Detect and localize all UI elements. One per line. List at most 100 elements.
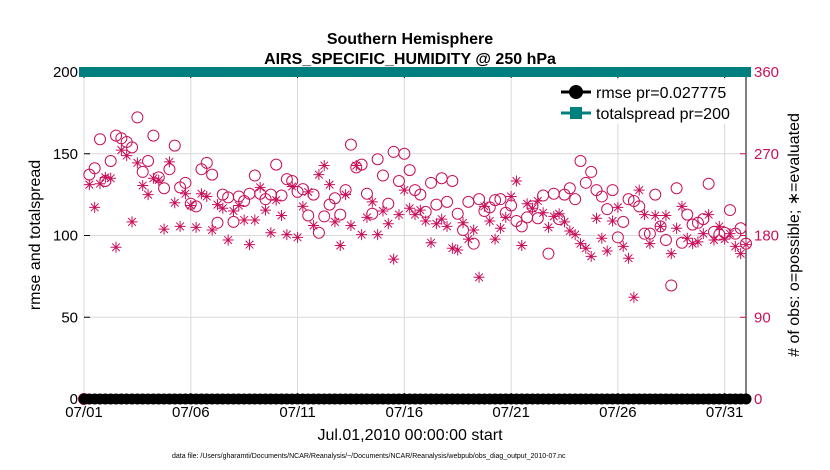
obs-evaluated-point xyxy=(281,229,293,241)
obs-evaluated-point xyxy=(655,220,667,232)
obs-possible-point xyxy=(638,227,651,240)
chart-subtitle: AIRS_SPECIFIC_HUMIDITY @ 250 hPa xyxy=(264,51,556,68)
x-tick-label: 07/16 xyxy=(386,404,424,421)
totalspread-point xyxy=(143,67,154,77)
obs-evaluated-point xyxy=(121,150,133,162)
asterisk-strokes xyxy=(607,215,619,227)
obs-evaluated-point xyxy=(580,242,592,254)
obs-possible-point xyxy=(585,165,598,178)
totalspread-point xyxy=(196,67,207,77)
asterisk-strokes xyxy=(655,220,667,232)
totalspread-point xyxy=(377,67,388,77)
totalspread-point xyxy=(719,67,730,77)
obs-evaluated-point xyxy=(222,234,234,246)
obs-evaluated-point xyxy=(206,224,218,236)
obs-possible-point xyxy=(280,173,293,186)
asterisk-strokes xyxy=(190,221,202,233)
totalspread-point xyxy=(506,67,517,77)
asterisk-strokes xyxy=(505,190,517,202)
totalspread-point xyxy=(111,67,122,77)
asterisk-strokes xyxy=(580,242,592,254)
obs-possible-point xyxy=(302,209,315,222)
obs-evaluated-point xyxy=(244,239,255,251)
obs-evaluated-point xyxy=(446,242,458,254)
obs-possible-point xyxy=(595,190,608,203)
legend-rmse-label: rmse pr=0.027775 xyxy=(596,85,726,102)
totalspread-point xyxy=(522,67,533,77)
asterisk-strokes xyxy=(724,228,736,240)
totalspread-point xyxy=(180,67,191,77)
totalspread-point xyxy=(345,67,356,77)
obs-evaluated-point xyxy=(591,212,603,224)
obs-possible-point xyxy=(248,169,261,182)
obs-possible-point xyxy=(206,168,219,181)
obs-possible-point xyxy=(446,175,459,187)
totalspread-point xyxy=(201,67,212,77)
obs-evaluated-point xyxy=(521,198,533,210)
obs-evaluated-point xyxy=(430,218,442,230)
asterisk-strokes xyxy=(147,172,159,184)
obs-evaluated-point xyxy=(719,233,731,245)
obs-possible-point xyxy=(126,141,139,154)
totalspread-point xyxy=(223,67,234,77)
obs-possible-point xyxy=(216,188,229,201)
totalspread-point xyxy=(447,67,458,77)
asterisk-strokes xyxy=(414,204,426,216)
asterisk-strokes xyxy=(500,211,512,223)
obs-possible-point xyxy=(398,147,411,160)
legend-box xyxy=(558,80,742,124)
totalspread-point xyxy=(356,67,367,77)
asterisk-strokes xyxy=(404,202,416,214)
totalspread-series xyxy=(79,67,751,77)
totalspread-point xyxy=(564,67,575,77)
rmse-point xyxy=(740,393,752,405)
totalspread-point xyxy=(271,67,282,77)
obs-evaluated-point xyxy=(740,239,752,251)
totalspread-point xyxy=(559,67,570,77)
asterisk-strokes xyxy=(596,232,608,244)
obs-evaluated-point xyxy=(703,209,715,221)
obs-evaluated-point xyxy=(665,248,677,260)
totalspread-point xyxy=(324,67,335,77)
obs-evaluated-point xyxy=(532,195,544,207)
obs-evaluated-point xyxy=(462,233,474,245)
asterisk-strokes xyxy=(478,200,490,212)
obs-possible-point xyxy=(328,192,341,205)
obs-possible-point xyxy=(606,184,619,197)
right-tick-label: 360 xyxy=(754,64,779,81)
asterisk-strokes xyxy=(703,209,715,221)
obs-evaluated-point xyxy=(137,180,149,192)
legend: rmse pr=0.027775 totalspread pr=200 xyxy=(558,80,742,124)
right-tick-label: 90 xyxy=(754,309,771,326)
obs-possible-point xyxy=(563,182,576,195)
totalspread-point xyxy=(708,67,719,77)
totalspread-point xyxy=(132,67,143,77)
obs-possible-point xyxy=(200,156,213,169)
asterisk-strokes xyxy=(302,186,314,198)
asterisk-strokes xyxy=(361,211,373,223)
obs-evaluated-point xyxy=(313,169,325,181)
obs-evaluated-point xyxy=(708,234,720,246)
obs-evaluated-point xyxy=(393,209,405,221)
asterisk-strokes xyxy=(195,188,207,200)
totalspread-point xyxy=(554,67,565,77)
asterisk-strokes xyxy=(489,233,501,245)
totalspread-point xyxy=(591,67,602,77)
legend-rmse-marker xyxy=(569,85,583,99)
asterisk-strokes xyxy=(420,215,432,227)
totalspread-point xyxy=(164,67,175,77)
obs-possible-point xyxy=(318,210,331,223)
chart-title: Southern Hemisphere xyxy=(327,31,493,48)
asterisk-strokes xyxy=(729,240,741,252)
obs-evaluated-point xyxy=(526,202,538,214)
asterisk-strokes xyxy=(548,210,560,222)
totalspread-point xyxy=(207,67,218,77)
obs-possible-point xyxy=(131,111,144,124)
left-tick-label: 150 xyxy=(53,146,78,163)
totalspread-point xyxy=(340,67,351,77)
asterisk-strokes xyxy=(377,205,389,217)
right-axis-ticks: 0 90 180 270 360 xyxy=(740,64,779,408)
totalspread-point xyxy=(217,67,228,77)
obs-evaluated-point xyxy=(345,220,357,232)
asterisk-strokes xyxy=(121,150,133,162)
